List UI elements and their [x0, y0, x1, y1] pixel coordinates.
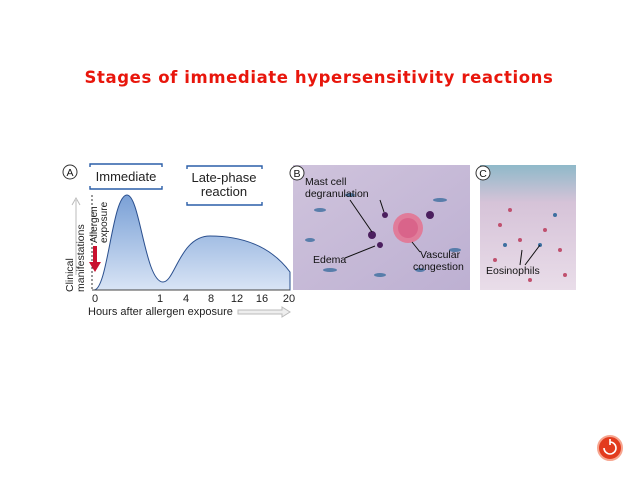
- annotation: Mast cell: [305, 176, 346, 188]
- panel-c: C Eosinophils: [475, 165, 576, 290]
- axis-arrow: [237, 306, 291, 318]
- x-tick-label: 12: [231, 293, 243, 305]
- annotation: Eosinophils: [486, 265, 540, 277]
- annotation: congestion: [413, 261, 464, 273]
- y-axis-label: manifestations: [75, 224, 87, 292]
- x-tick-label: 16: [256, 293, 268, 305]
- bracket: [89, 163, 163, 190]
- panel-badge: [62, 164, 78, 180]
- pointer: [344, 199, 421, 259]
- panel-label: B: [293, 168, 300, 180]
- late-phase-label: reaction: [201, 184, 247, 199]
- exposure-arrowhead: [89, 262, 101, 272]
- micrograph: [293, 165, 470, 290]
- micrograph: [480, 165, 576, 290]
- panel-label: A: [66, 167, 73, 179]
- annotation: degranulation: [305, 188, 369, 200]
- bracket: [186, 165, 263, 206]
- curve: [93, 194, 291, 291]
- nav-button[interactable]: [597, 435, 623, 461]
- y-axis-label: Clinical: [64, 258, 76, 292]
- panel-b: B Mast cell degranulation Edema Vascular…: [289, 165, 470, 290]
- x-tick-label: 8: [208, 293, 214, 305]
- exposure-label: Allergen: [89, 206, 100, 243]
- annotation: Vascular: [420, 249, 461, 261]
- panel-a: A Immediate Late-phase reaction Allergen…: [62, 163, 295, 318]
- late-phase-label: Late-phase: [191, 170, 256, 185]
- x-axis-label: Hours after allergen exposure: [88, 306, 233, 318]
- x-tick-label: 0: [92, 293, 98, 305]
- x-tick-label: 20: [283, 293, 295, 305]
- pointer: [519, 244, 541, 266]
- panel-label: C: [479, 168, 487, 180]
- x-tick-label: 4: [183, 293, 189, 305]
- x-tick-label: 1: [157, 293, 163, 305]
- title: Stages of immediate hypersensitivity rea…: [85, 68, 554, 87]
- annotation: Edema: [313, 254, 346, 266]
- immediate-label: Immediate: [96, 169, 157, 184]
- exposure-label: exposure: [99, 201, 110, 243]
- axis-arrow: [71, 196, 81, 275]
